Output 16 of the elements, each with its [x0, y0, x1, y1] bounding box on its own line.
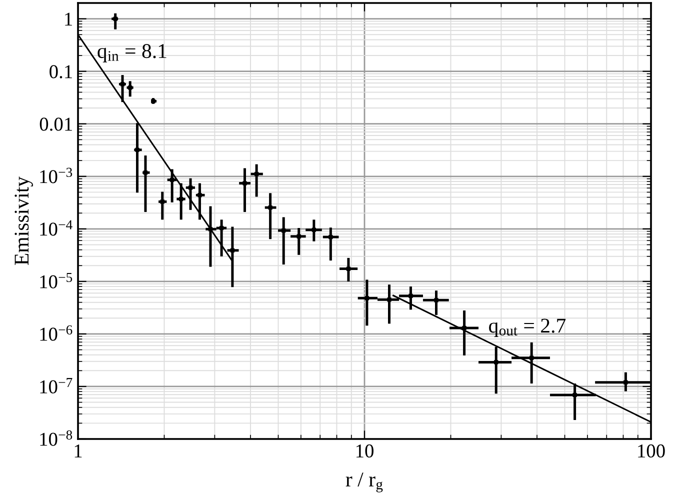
x-tick-label: 10	[356, 444, 374, 458]
y-tick-label: 10$^{−6}$	[40, 325, 72, 341]
y-tick-label: 1	[65, 12, 72, 26]
y-tick-label: 10$^{−4}$	[40, 220, 72, 236]
x-tick-label: 1	[74, 444, 82, 458]
annotation: q$_{out}$ = 2.7	[489, 318, 566, 337]
y-tick-label: 10$^{−7}$	[40, 378, 72, 394]
y-tick-label: 0.01	[40, 118, 72, 131]
annotation: q$_{in}$ = 8.1	[98, 44, 166, 62]
x-axis-title: r / r$_{g}$	[346, 472, 383, 492]
x-tick-label: 100	[638, 444, 665, 458]
y-tick-label: 10$^{−8}$	[40, 430, 72, 446]
y-tick-label: 10$^{−5}$	[40, 273, 72, 288]
y-axis-title: Emissivity	[14, 176, 33, 265]
y-tick-label: 10$^{−3}$	[40, 168, 72, 184]
y-tick-label: 0.1	[50, 65, 72, 78]
